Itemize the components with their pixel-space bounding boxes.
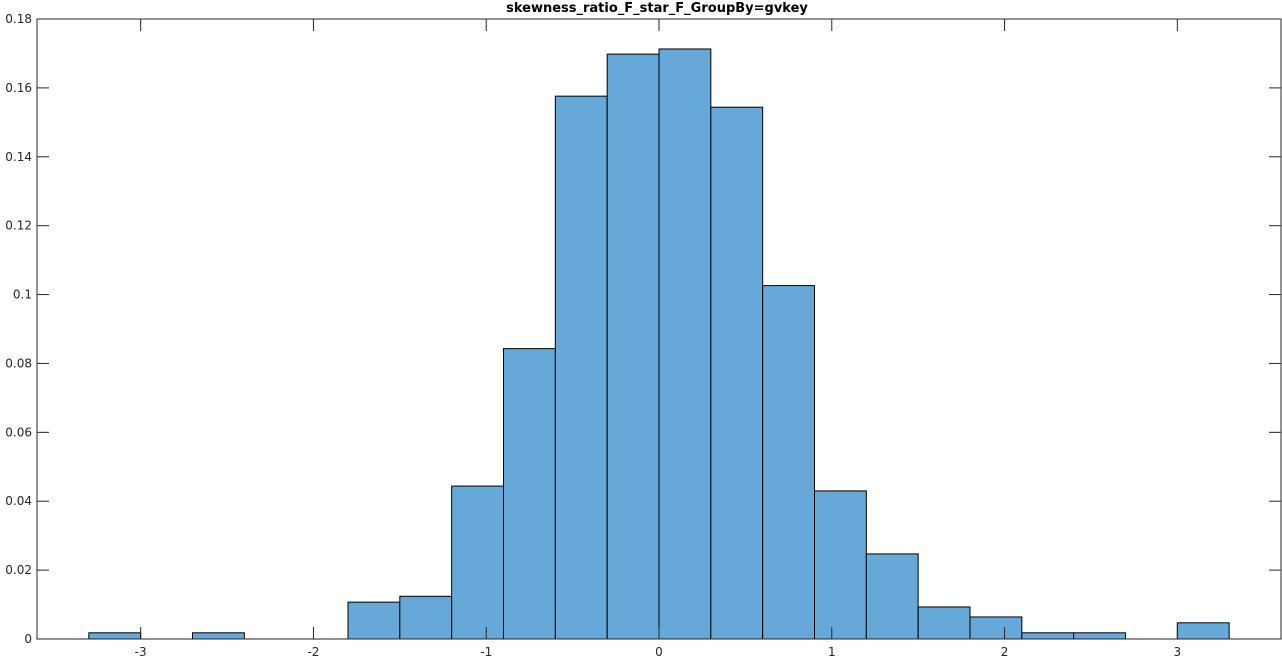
histogram-bar-17 <box>969 616 1023 640</box>
x-tick-label: 3 <box>1174 645 1182 658</box>
histogram-bar-11 <box>658 48 712 640</box>
x-tick-label: -3 <box>135 645 147 658</box>
histogram-bar-2 <box>192 632 245 640</box>
x-axis-ticks: -3 -2 -1 0 1 2 3 <box>135 19 1181 658</box>
y-tick-label: 0.14 <box>5 150 32 164</box>
x-tick-label: 2 <box>1001 645 1009 658</box>
histogram-bar-5 <box>347 601 401 640</box>
y-tick-label: 0.02 <box>5 563 32 577</box>
histogram-bar-21 <box>1176 622 1230 640</box>
histogram-bar-12 <box>710 106 764 640</box>
histogram-bar-9 <box>554 95 608 640</box>
y-axis-ticks: 0 0.02 0.04 0.06 0.08 0.1 0.12 0.14 0.16 0.18 <box>5 12 1281 646</box>
histogram-bar-7 <box>451 485 505 640</box>
y-tick-label: 0 <box>24 632 32 646</box>
x-tick-label: 0 <box>655 645 663 658</box>
histogram-bar-0 <box>88 632 142 640</box>
histogram-bar-10 <box>606 53 660 640</box>
y-tick-label: 0.04 <box>5 494 32 508</box>
y-tick-label: 0.06 <box>5 425 32 439</box>
histogram-bar-18 <box>1021 632 1075 640</box>
histogram-bar-19 <box>1073 632 1127 640</box>
histogram-bar-16 <box>917 606 971 640</box>
histogram-bar-6 <box>399 595 453 640</box>
y-tick-label: 0.12 <box>5 219 32 233</box>
y-tick-label: 0.1 <box>13 288 32 302</box>
chart-title: skewness_ratio_F_star_F_GroupBy=gvkey <box>506 1 808 16</box>
x-tick-label: -1 <box>480 645 492 658</box>
y-tick-label: 0.16 <box>5 81 32 95</box>
histogram-bar-8 <box>503 348 556 640</box>
y-tick-label: 0.18 <box>5 12 32 26</box>
x-tick-label: -2 <box>307 645 319 658</box>
histogram-bar-15 <box>865 553 919 640</box>
y-tick-label: 0.08 <box>5 356 32 370</box>
x-tick-label: 1 <box>828 645 836 658</box>
histogram-bar-14 <box>814 490 867 640</box>
bars-group <box>88 48 1230 640</box>
histogram-bar-13 <box>762 285 815 640</box>
